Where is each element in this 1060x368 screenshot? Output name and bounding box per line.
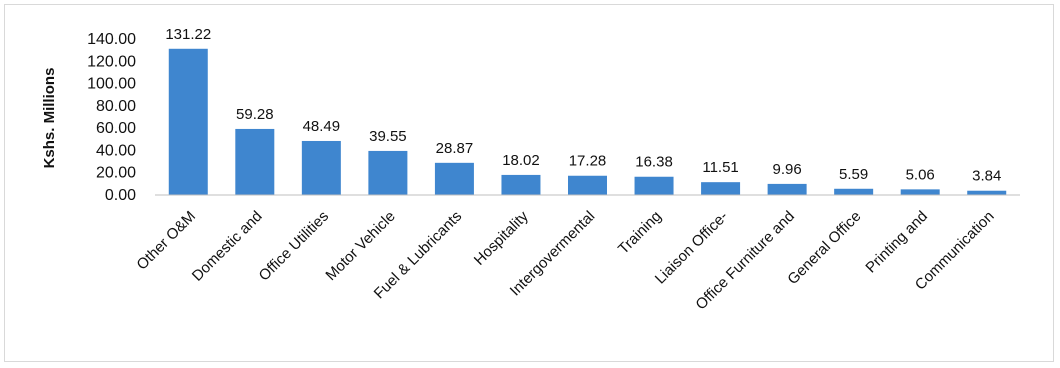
y-tick-label: 120.00 bbox=[87, 53, 136, 70]
data-labels: 131.22 59.28 48.49 39.55 28.87 18.02 17.28 16.3… bbox=[165, 26, 1001, 185]
data-label: 131.22 bbox=[165, 26, 211, 43]
category-label: Training bbox=[615, 208, 665, 258]
y-tick-label: 140.00 bbox=[87, 31, 136, 48]
y-tick-label: 0.00 bbox=[105, 187, 136, 204]
bar bbox=[834, 188, 874, 195]
data-label: 3.84 bbox=[972, 168, 1001, 185]
bar bbox=[900, 189, 940, 195]
y-tick-label: 80.00 bbox=[96, 98, 136, 115]
y-axis-ticks: 0.00 20.00 40.00 60.00 80.00 100.00 120.00 140.… bbox=[87, 31, 136, 204]
data-label: 17.28 bbox=[569, 153, 607, 170]
data-label: 16.38 bbox=[635, 154, 673, 171]
category-label: Domestic and bbox=[189, 208, 266, 285]
bar bbox=[301, 140, 341, 195]
category-label: Hospitality bbox=[471, 207, 532, 268]
y-tick-label: 20.00 bbox=[96, 165, 136, 182]
data-label: 9.96 bbox=[773, 161, 802, 178]
data-label: 59.28 bbox=[236, 106, 274, 123]
bar bbox=[501, 174, 541, 195]
bar bbox=[368, 150, 408, 195]
data-label: 11.51 bbox=[702, 159, 738, 176]
bar bbox=[701, 182, 741, 195]
data-label: 18.02 bbox=[502, 152, 540, 169]
data-label: 5.59 bbox=[839, 166, 868, 183]
bar bbox=[434, 162, 474, 195]
bar bbox=[634, 176, 674, 195]
bar bbox=[967, 190, 1007, 195]
category-label: Other O&M bbox=[133, 208, 199, 274]
y-tick-label: 40.00 bbox=[96, 142, 136, 159]
data-label: 48.49 bbox=[303, 118, 341, 135]
data-label: 39.55 bbox=[369, 128, 407, 145]
bar bbox=[168, 48, 208, 195]
y-tick-label: 60.00 bbox=[96, 120, 136, 137]
bars bbox=[168, 48, 1007, 195]
bar bbox=[767, 183, 807, 195]
data-label: 5.06 bbox=[906, 166, 935, 183]
category-label: Printing and bbox=[862, 208, 931, 277]
bar bbox=[235, 128, 275, 195]
y-tick-label: 100.00 bbox=[87, 76, 136, 93]
bar bbox=[568, 175, 607, 195]
category-label: Office Utilities bbox=[256, 208, 333, 285]
y-axis-title: Kshs. Millions bbox=[41, 68, 58, 169]
data-label: 28.87 bbox=[436, 140, 474, 157]
